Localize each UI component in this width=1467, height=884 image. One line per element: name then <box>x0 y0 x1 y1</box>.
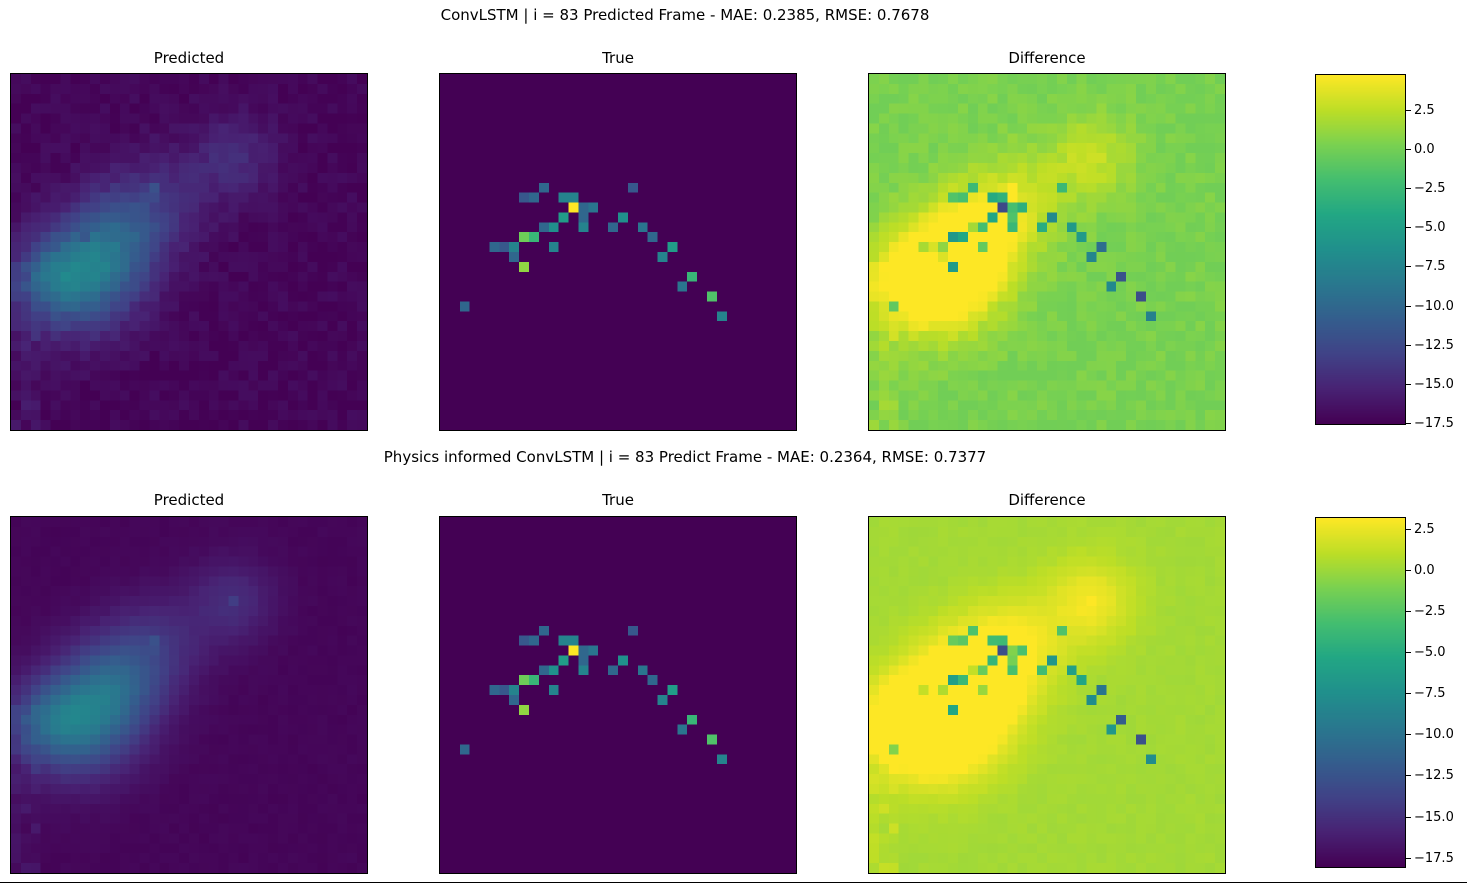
row2-predicted-title: Predicted <box>153 491 225 509</box>
row2-colorbar <box>1315 517 1406 868</box>
colorbar-tick-label: −17.5 <box>1414 416 1454 431</box>
colorbar-tick-mark <box>1406 817 1411 818</box>
colorbar-tick-mark <box>1406 611 1411 612</box>
colorbar-tick-label: −10.0 <box>1414 299 1454 314</box>
colorbar-tick-mark <box>1406 775 1411 776</box>
colorbar-tick-label: 0.0 <box>1414 142 1435 157</box>
colorbar-tick-mark <box>1406 858 1411 859</box>
colorbar-tick-mark <box>1406 570 1411 571</box>
colorbar-tick-label: −17.5 <box>1414 851 1454 866</box>
colorbar-tick-mark <box>1406 306 1411 307</box>
colorbar-tick-label: −5.0 <box>1414 220 1446 235</box>
row2-difference-heatmap <box>868 516 1226 874</box>
row2-title: Physics informed ConvLSTM | i = 83 Predi… <box>383 448 987 466</box>
colorbar-tick-mark <box>1406 734 1411 735</box>
colorbar-tick-label: −10.0 <box>1414 727 1454 742</box>
colorbar-tick-mark <box>1406 693 1411 694</box>
colorbar-tick-label: 2.5 <box>1414 522 1435 537</box>
colorbar-tick-label: −15.0 <box>1414 810 1454 825</box>
colorbar-tick-mark <box>1406 529 1411 530</box>
colorbar-tick-mark <box>1406 652 1411 653</box>
colorbar-tick-mark <box>1406 423 1411 424</box>
row1-difference-heatmap <box>868 73 1226 431</box>
colorbar-tick-label: −7.5 <box>1414 259 1446 274</box>
colorbar-tick-label: −12.5 <box>1414 338 1454 353</box>
colorbar-tick-label: 0.0 <box>1414 563 1435 578</box>
row1-predicted-title: Predicted <box>153 49 225 67</box>
colorbar-tick-mark <box>1406 110 1411 111</box>
row1-true-title: True <box>602 49 634 67</box>
colorbar-tick-label: −12.5 <box>1414 768 1454 783</box>
row1-title: ConvLSTM | i = 83 Predicted Frame - MAE:… <box>440 6 930 24</box>
colorbar-tick-label: −15.0 <box>1414 377 1454 392</box>
colorbar-tick-mark <box>1406 149 1411 150</box>
row1-predicted-heatmap <box>10 73 368 431</box>
colorbar-tick-label: −2.5 <box>1414 604 1446 619</box>
colorbar-tick-mark <box>1406 227 1411 228</box>
colorbar-tick-label: −2.5 <box>1414 181 1446 196</box>
colorbar-tick-label: 2.5 <box>1414 103 1435 118</box>
row1-colorbar <box>1315 74 1406 425</box>
colorbar-tick-mark <box>1406 345 1411 346</box>
row1-true-heatmap <box>439 73 797 431</box>
row2-difference-title: Difference <box>1008 491 1086 509</box>
row1-difference-title: Difference <box>1008 49 1086 67</box>
colorbar-tick-mark <box>1406 266 1411 267</box>
row2-true-heatmap <box>439 516 797 874</box>
row2-predicted-heatmap <box>10 516 368 874</box>
colorbar-tick-label: −5.0 <box>1414 645 1446 660</box>
colorbar-tick-label: −7.5 <box>1414 686 1446 701</box>
row2-true-title: True <box>602 491 634 509</box>
figure-bottom-border <box>0 882 1467 883</box>
colorbar-tick-mark <box>1406 188 1411 189</box>
colorbar-tick-mark <box>1406 384 1411 385</box>
